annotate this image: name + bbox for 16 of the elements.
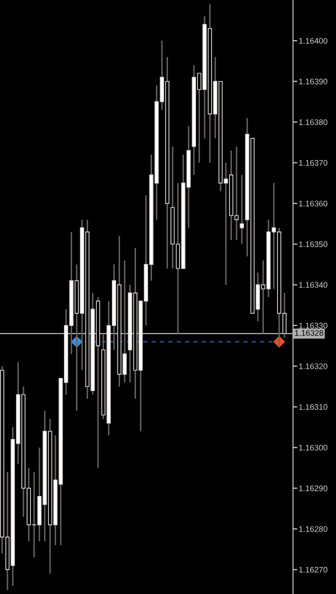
y-tick-label: 1.16370 bbox=[299, 160, 328, 166]
y-tick-label: 1.16280 bbox=[299, 526, 328, 532]
y-tick-label: 1.16340 bbox=[299, 282, 328, 288]
y-tick-label: 1.16300 bbox=[299, 444, 328, 451]
y-tick-label: 1.16290 bbox=[299, 486, 328, 492]
y-tick-label: 1.16380 bbox=[299, 119, 328, 126]
y-tick-label: 1.16360 bbox=[299, 200, 328, 206]
y-tick-label: 1.16400 bbox=[299, 38, 328, 44]
y-tick-label: 1.16270 bbox=[299, 566, 328, 573]
candlestick bbox=[240, 174, 244, 245]
y-tick-label: 1.16310 bbox=[299, 404, 328, 410]
y-tick-label: 1.16320 bbox=[299, 363, 328, 370]
y-tick-label: 1.16390 bbox=[299, 78, 328, 84]
ref-line-label: 1.16328 bbox=[295, 330, 324, 336]
y-tick-label: 1.16330 bbox=[299, 322, 328, 328]
y-tick-label: 1.16350 bbox=[299, 241, 328, 248]
